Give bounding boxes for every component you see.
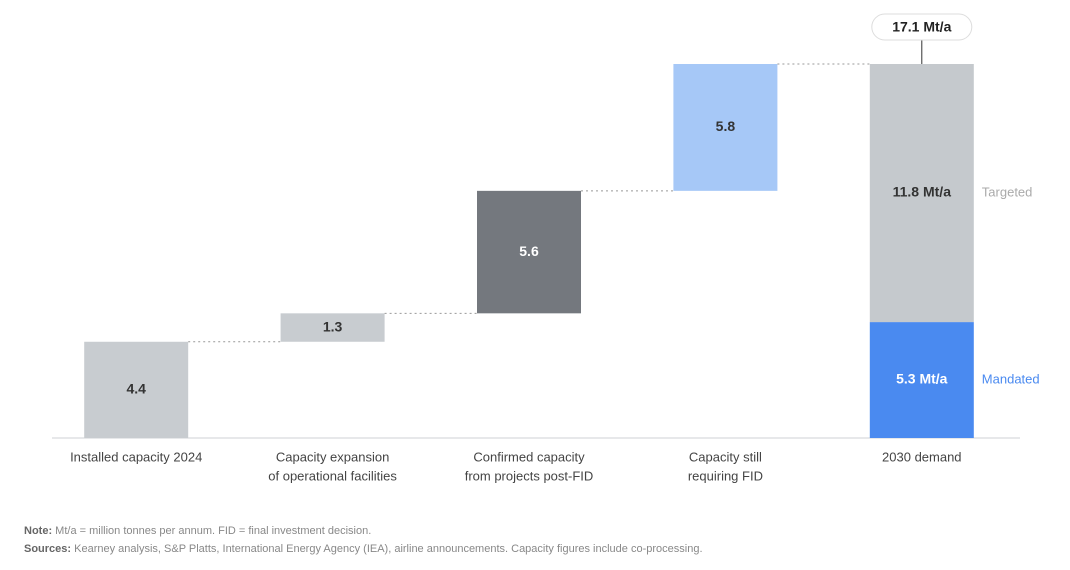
bar [673, 64, 778, 191]
x-tick-label: of operational facilities [268, 468, 397, 483]
legend-label: Targeted [982, 184, 1033, 199]
note: Note: Mt/a = million tonnes per annum. F… [24, 525, 371, 537]
x-tick-label: Capacity still [689, 449, 762, 464]
note-text: Mt/a = million tonnes per annum. FID = f… [55, 525, 371, 537]
x-tick-label: from projects post-FID [465, 468, 594, 483]
bar-label: 5.8 [716, 118, 736, 134]
x-tick-label: 2030 demand [882, 449, 962, 464]
bar-label: 1.3 [323, 318, 343, 334]
stack-label: 5.3 Mt/a [896, 371, 948, 387]
bar [84, 341, 189, 438]
bar-label: 5.6 [519, 243, 539, 259]
stack-segment [869, 64, 974, 323]
stack-segment [869, 322, 974, 438]
bar [477, 190, 581, 314]
x-tick-label: Capacity expansion [276, 449, 389, 464]
x-tick-label: Confirmed capacity [473, 449, 585, 464]
bar [280, 313, 385, 342]
sources-label: Sources: [24, 543, 71, 555]
legend-label: Mandated [982, 371, 1040, 386]
x-tick-label: Installed capacity 2024 [70, 449, 202, 464]
sources: Sources: Kearney analysis, S&P Platts, I… [24, 543, 703, 555]
sources-text: Kearney analysis, S&P Platts, Internatio… [74, 543, 702, 555]
x-tick-label: requiring FID [688, 468, 763, 483]
bar-label: 4.4 [126, 381, 146, 397]
total-label: 17.1 Mt/a [892, 19, 951, 35]
total-box [871, 13, 973, 41]
note-label: Note: [24, 525, 52, 537]
stack-label: 11.8 Mt/a [893, 184, 952, 200]
